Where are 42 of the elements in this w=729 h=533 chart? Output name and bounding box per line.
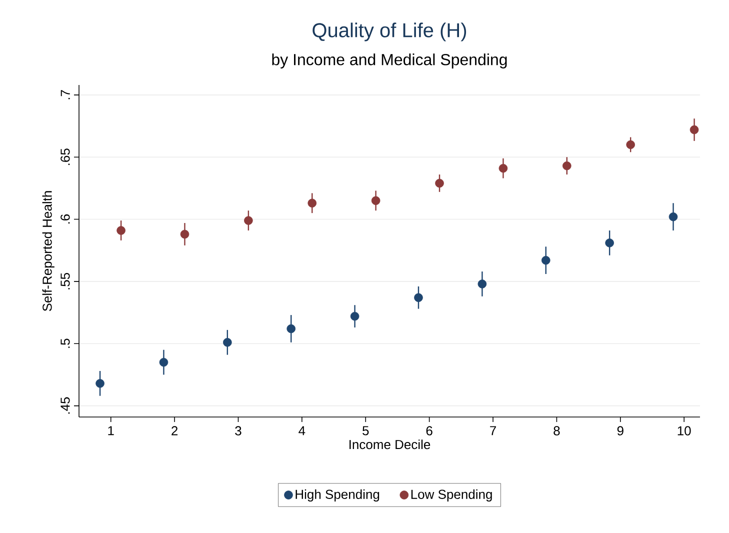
x-tick-label: 6 bbox=[426, 426, 432, 436]
point bbox=[690, 125, 699, 134]
y-tick-label: .6 bbox=[60, 214, 70, 224]
point bbox=[96, 379, 104, 388]
point bbox=[159, 358, 168, 367]
x-tick-label: 10 bbox=[678, 426, 691, 436]
point bbox=[562, 161, 572, 170]
y-tick-label: .5 bbox=[60, 338, 70, 348]
point bbox=[244, 216, 253, 225]
point bbox=[350, 312, 360, 321]
point bbox=[116, 226, 126, 235]
point bbox=[605, 238, 614, 248]
x-tick-label: 3 bbox=[235, 426, 242, 436]
chart-title: Quality of Life (H) bbox=[312, 22, 466, 42]
legend-label: Low Spending bbox=[411, 489, 492, 502]
legend-label: High Spending bbox=[296, 489, 380, 502]
y-tick-label: .55 bbox=[60, 272, 70, 290]
point bbox=[435, 178, 444, 188]
point bbox=[223, 338, 232, 347]
point bbox=[308, 198, 317, 208]
x-tick-label: 9 bbox=[617, 426, 624, 436]
x-tick-label: 5 bbox=[362, 426, 369, 436]
point bbox=[180, 230, 190, 239]
point bbox=[478, 280, 487, 288]
x-axis-title: Income Decile bbox=[350, 440, 430, 450]
x-tick-label: 8 bbox=[554, 426, 560, 436]
point bbox=[286, 324, 296, 334]
y-tick-label: .7 bbox=[60, 90, 70, 100]
y-axis-title: Self-Reported Health bbox=[42, 191, 54, 312]
point bbox=[668, 212, 678, 222]
chart-subtitle: by Income and Medical Spending bbox=[272, 54, 507, 68]
x-tick-label: 2 bbox=[172, 426, 178, 436]
point bbox=[414, 293, 423, 302]
y-tick-label: .65 bbox=[60, 148, 70, 165]
x-tick-label: 7 bbox=[490, 426, 496, 436]
y-tick-label: .45 bbox=[60, 397, 70, 414]
point bbox=[371, 196, 380, 206]
point bbox=[498, 164, 508, 173]
x-tick-label: 1 bbox=[108, 426, 114, 436]
x-tick-label: 4 bbox=[298, 426, 306, 436]
point bbox=[626, 140, 635, 150]
point bbox=[541, 256, 550, 265]
